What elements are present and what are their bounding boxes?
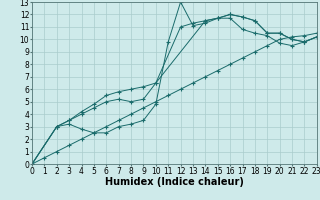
- X-axis label: Humidex (Indice chaleur): Humidex (Indice chaleur): [105, 177, 244, 187]
